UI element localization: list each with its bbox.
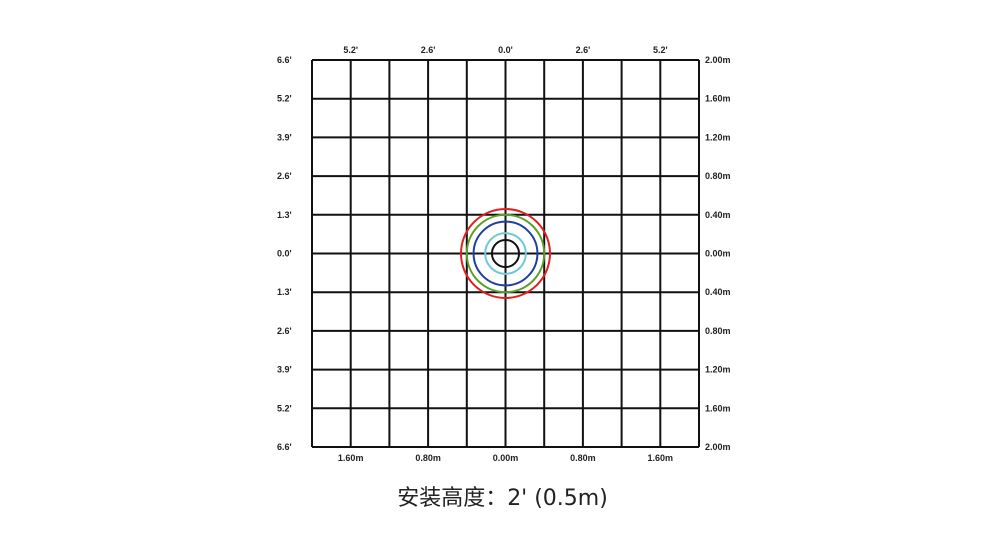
coverage-circle: [490, 238, 521, 269]
right-axis-label: 0.80m: [705, 171, 731, 181]
left-axis-label: 5.2': [277, 403, 292, 413]
right-axis-label: 0.80m: [705, 326, 731, 336]
right-axis-label: 0.00m: [705, 249, 731, 259]
mounting-height-caption: 安装高度：2' (0.5m): [397, 486, 608, 511]
coverage-circle: [465, 213, 546, 294]
top-axis-label: 5.2': [343, 45, 358, 55]
right-axis-label: 2.00m: [705, 55, 731, 65]
left-axis-label: 2.6': [277, 171, 292, 181]
left-axis-label: 2.6': [277, 326, 292, 336]
coverage-circle: [459, 207, 552, 300]
left-axis-label: 3.9': [277, 365, 292, 375]
right-axis-label: 0.40m: [705, 287, 731, 297]
bottom-axis-label: 0.80m: [570, 453, 596, 463]
top-axis-label: 5.2': [653, 45, 668, 55]
bottom-axis-label: 0.80m: [415, 453, 441, 463]
left-axis-label: 5.2': [277, 94, 292, 104]
right-axis-label: 1.60m: [705, 403, 731, 413]
right-axis-label: 1.20m: [705, 365, 731, 375]
left-axis-label: 3.9': [277, 132, 292, 142]
top-axis-label: 0.0': [498, 45, 513, 55]
top-axis-label: 2.6': [421, 45, 436, 55]
coverage-circle: [484, 232, 527, 275]
right-axis-label: 1.20m: [705, 132, 731, 142]
coverage-circle: [472, 220, 539, 287]
right-axis-label: 2.00m: [705, 442, 731, 452]
right-axis-label: 1.60m: [705, 94, 731, 104]
left-axis-label: 0.0': [277, 249, 292, 259]
left-axis-label: 1.3': [277, 287, 292, 297]
left-axis-label: 6.6': [277, 442, 292, 452]
left-axis-label: 1.3': [277, 210, 292, 220]
left-axis-label: 6.6': [277, 55, 292, 65]
right-axis-label: 0.40m: [705, 210, 731, 220]
top-axis-label: 2.6': [576, 45, 591, 55]
bottom-axis-label: 1.60m: [338, 453, 364, 463]
bottom-axis-label: 1.60m: [648, 453, 674, 463]
bottom-axis-label: 0.00m: [493, 453, 519, 463]
